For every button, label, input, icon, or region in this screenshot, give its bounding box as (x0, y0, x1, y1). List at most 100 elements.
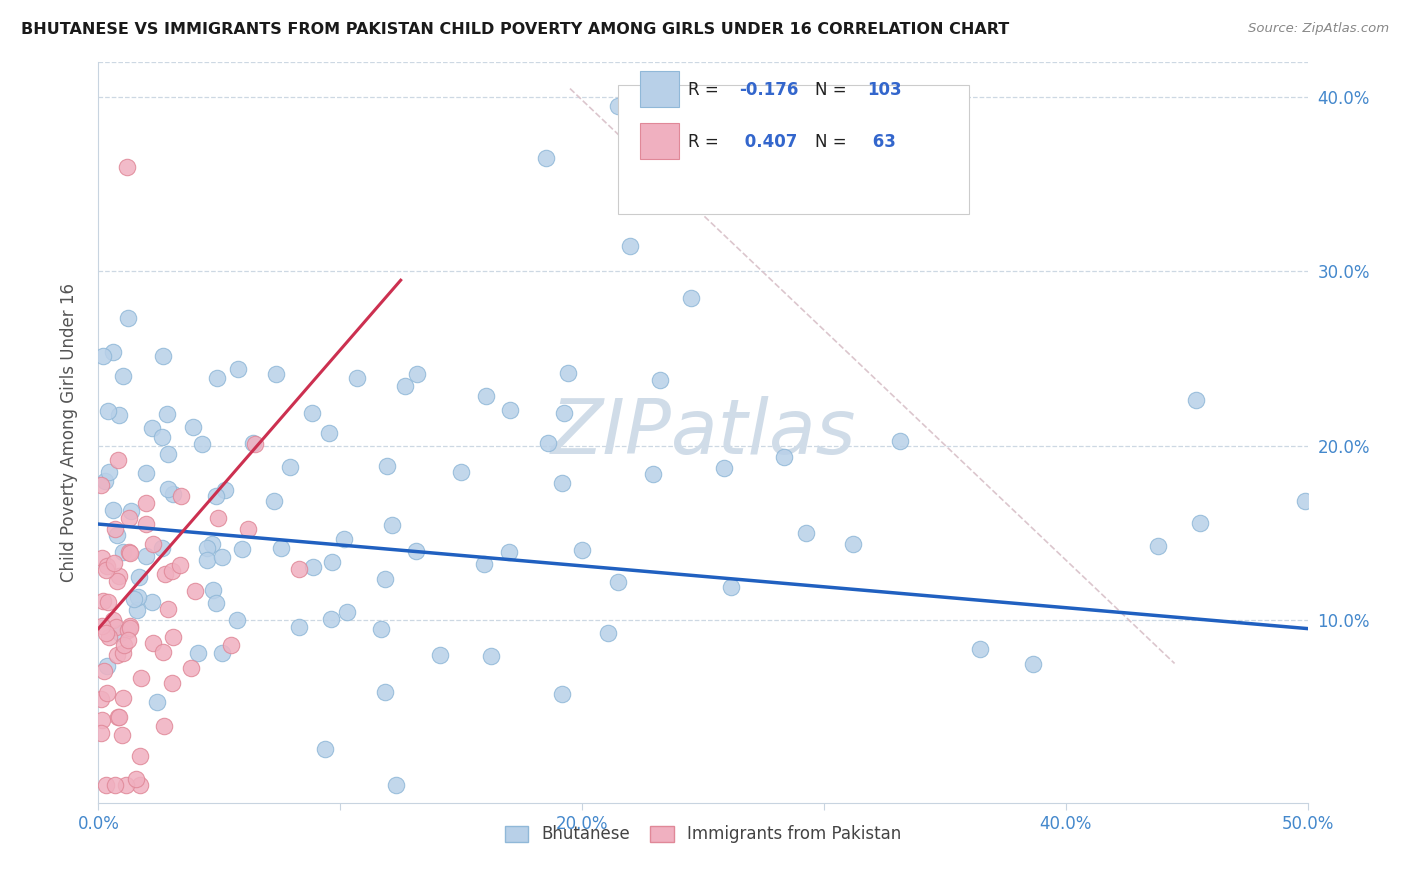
Point (429, 648, 451, 663)
Point (187, 646, 209, 660)
Point (169, 558, 191, 572)
Text: 63: 63 (868, 133, 896, 151)
Point (127, 590, 149, 604)
Point (498, 402, 520, 417)
Point (90, 478, 112, 492)
Point (108, 569, 131, 583)
Point (156, 407, 179, 421)
Point (152, 349, 174, 363)
Text: -0.176: -0.176 (740, 81, 799, 99)
Point (105, 528, 128, 542)
Point (207, 510, 229, 524)
Point (472, 557, 495, 571)
Text: 103: 103 (868, 81, 903, 99)
Point (381, 518, 404, 533)
Text: R =: R = (689, 133, 724, 151)
Y-axis label: Child Poverty Among Girls Under 16: Child Poverty Among Girls Under 16 (59, 283, 77, 582)
FancyBboxPatch shape (640, 123, 679, 159)
Point (104, 620, 127, 634)
Point (205, 596, 228, 610)
Point (551, 475, 574, 490)
Point (301, 406, 323, 420)
Point (160, 676, 183, 690)
Point (214, 483, 236, 497)
Point (117, 160, 139, 174)
Text: N =: N = (815, 133, 852, 151)
Point (1294, 493, 1316, 508)
Point (773, 450, 796, 465)
Point (135, 517, 157, 532)
Point (90, 691, 112, 706)
Text: Source: ZipAtlas.com: Source: ZipAtlas.com (1249, 22, 1389, 36)
Point (114, 778, 136, 792)
Point (129, 749, 152, 764)
Point (91, 551, 114, 566)
Point (135, 466, 157, 480)
Point (796, 525, 818, 540)
Point (406, 368, 429, 382)
Point (553, 406, 575, 420)
Point (91, 349, 114, 363)
Point (201, 582, 224, 597)
Point (118, 546, 141, 560)
Legend: Bhutanese, Immigrants from Pakistan: Bhutanese, Immigrants from Pakistan (498, 819, 908, 850)
Point (191, 437, 214, 451)
Point (97, 630, 120, 644)
Point (184, 584, 207, 599)
Point (374, 685, 396, 699)
Point (101, 613, 124, 627)
Point (111, 646, 134, 660)
Point (98, 465, 121, 479)
Point (596, 626, 619, 640)
Point (157, 482, 180, 496)
Point (1188, 516, 1211, 531)
Point (141, 421, 163, 435)
Point (270, 541, 292, 555)
Point (606, 575, 628, 590)
Point (96, 686, 118, 700)
Point (201, 537, 224, 551)
Point (571, 543, 593, 558)
Point (108, 710, 131, 724)
Point (288, 620, 311, 634)
Point (101, 502, 124, 516)
Point (474, 389, 496, 403)
Point (288, 562, 311, 576)
Point (226, 613, 249, 627)
Point (321, 555, 343, 569)
Point (713, 461, 735, 475)
Point (146, 695, 169, 709)
Point (842, 537, 865, 551)
Point (162, 486, 184, 500)
Point (211, 647, 233, 661)
Point (319, 612, 342, 626)
Point (333, 533, 356, 547)
Point (346, 371, 368, 385)
Text: N =: N = (815, 81, 852, 99)
Point (1185, 392, 1208, 407)
Point (120, 618, 142, 632)
Point (141, 595, 163, 609)
Point (619, 239, 641, 253)
Point (111, 690, 134, 705)
Point (103, 344, 125, 359)
Point (129, 671, 152, 685)
Point (226, 362, 249, 376)
Point (135, 549, 157, 564)
Point (263, 494, 285, 508)
Point (278, 460, 301, 475)
Point (111, 369, 134, 384)
Point (1147, 539, 1170, 553)
Point (103, 556, 125, 570)
Point (118, 621, 141, 635)
Point (219, 638, 242, 652)
Point (108, 408, 131, 422)
Point (125, 772, 148, 786)
Point (124, 592, 146, 607)
Point (96, 778, 118, 792)
Point (142, 636, 165, 650)
Point (551, 687, 574, 701)
Point (150, 430, 173, 444)
Point (110, 728, 132, 742)
Point (118, 510, 141, 524)
